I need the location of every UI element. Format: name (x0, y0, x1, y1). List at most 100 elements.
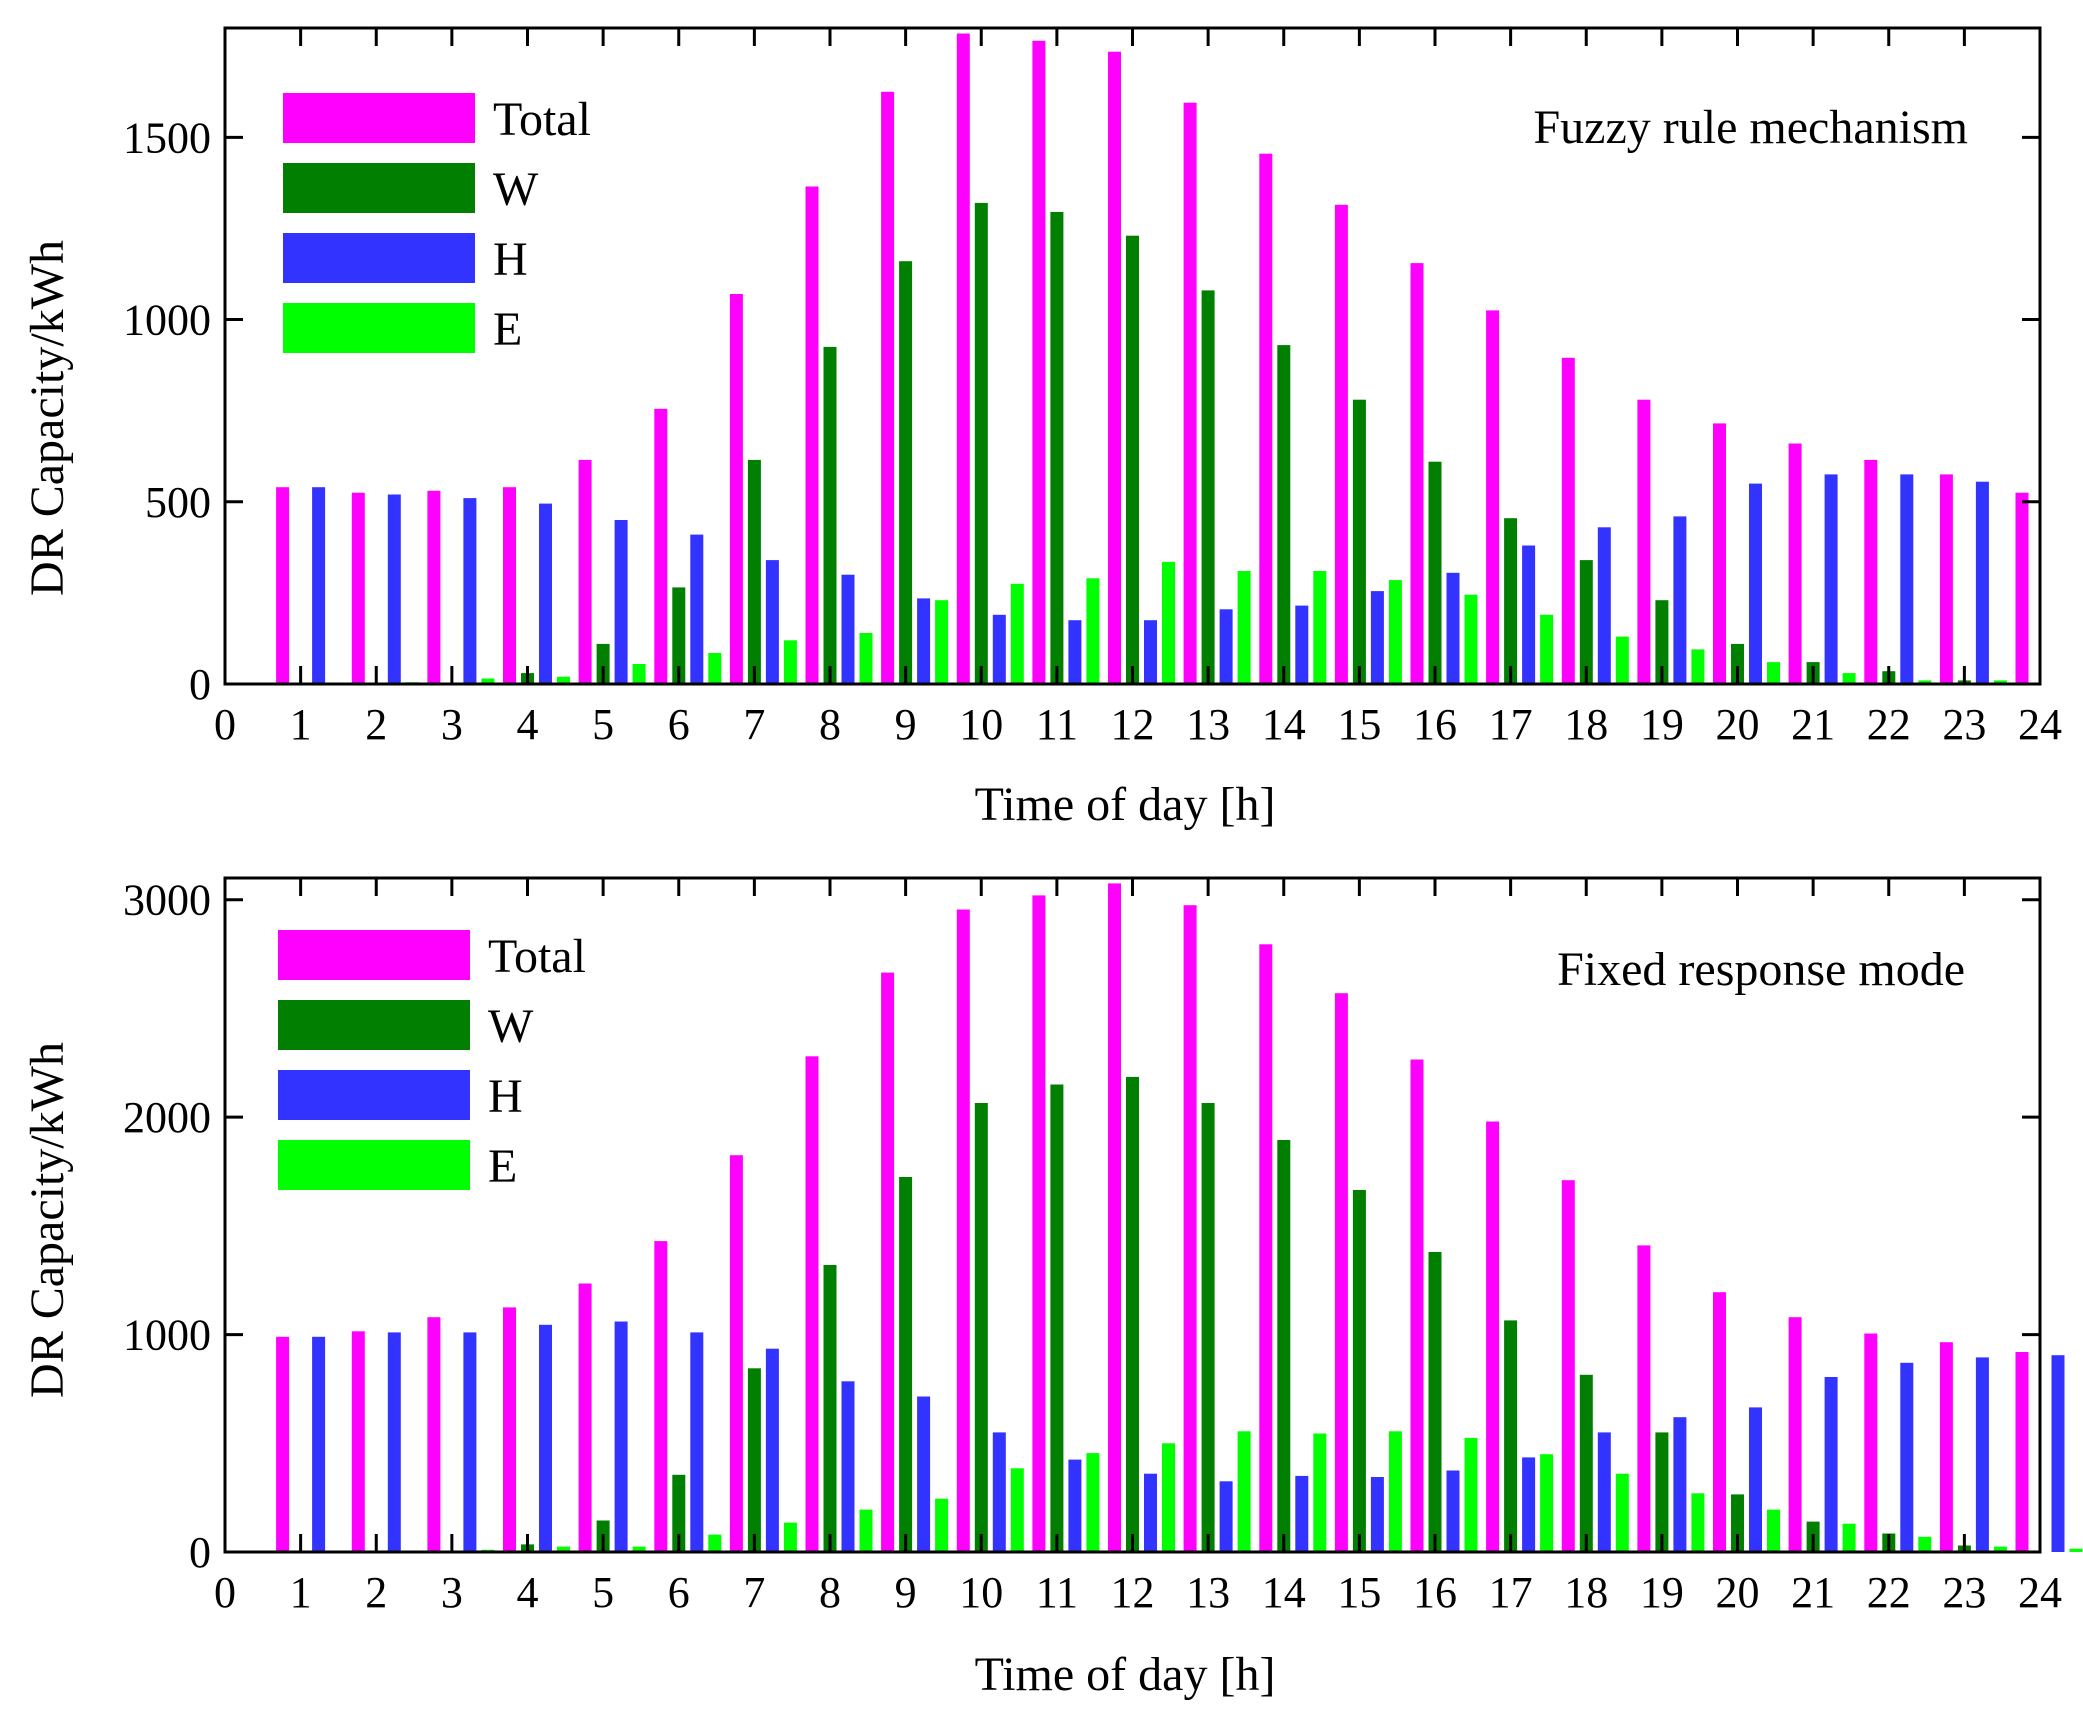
bar-total-6 (654, 1241, 668, 1552)
bar-e-10 (1010, 1468, 1024, 1552)
bar-total-22 (1864, 1333, 1878, 1552)
bar-h-17 (1522, 545, 1536, 684)
bar-total-7 (729, 1155, 743, 1552)
bar-total-9 (881, 972, 895, 1552)
x-tick-label: 13 (1186, 700, 1230, 749)
bar-e-6 (708, 1534, 722, 1552)
bar-h-22 (1900, 474, 1914, 684)
bar-total-12 (1108, 883, 1121, 1552)
bar-w-20 (1731, 1494, 1744, 1552)
bar-w-18 (1579, 1374, 1593, 1552)
x-tick-label: 10 (959, 1568, 1003, 1617)
y-tick-label: 1000 (123, 1311, 211, 1360)
bar-h-11 (1068, 1459, 1082, 1552)
bar-total-19 (1637, 1245, 1651, 1552)
bar-e-14 (1313, 571, 1327, 684)
x-tick-label: 18 (1564, 1568, 1608, 1617)
bar-total-22 (1864, 459, 1878, 684)
bar-h-1 (312, 487, 326, 684)
bar-w-10 (974, 202, 988, 684)
bar-e-9 (935, 600, 949, 684)
bar-h-14 (1295, 1475, 1309, 1552)
bar-total-11 (1032, 895, 1046, 1552)
bar-e-20 (1767, 662, 1780, 684)
bar-total-16 (1410, 263, 1424, 684)
bar-total-17 (1486, 1121, 1500, 1552)
bar-h-15 (1370, 591, 1384, 684)
bar-total-15 (1334, 993, 1348, 1552)
bar-total-23 (1939, 1342, 1953, 1552)
bar-h-24 (2051, 1355, 2065, 1552)
bar-e-17 (1540, 1454, 1554, 1552)
bar-total-20 (1713, 423, 1726, 684)
bar-total-13 (1183, 905, 1197, 1552)
bar-h-10 (992, 614, 1006, 684)
x-tick-label: 19 (1640, 1568, 1684, 1617)
bar-h-19 (1673, 516, 1687, 684)
bar-total-6 (654, 408, 668, 684)
y-tick-label: 1000 (123, 296, 211, 345)
bar-total-20 (1713, 1292, 1726, 1552)
x-tick-label: 2 (365, 1568, 387, 1617)
legend-label-h: H (493, 233, 528, 286)
bar-e-8 (859, 633, 873, 684)
bar-e-4 (557, 1546, 570, 1552)
bar-h-20 (1749, 1407, 1762, 1552)
bar-w-8 (823, 346, 837, 684)
x-tick-label: 24 (2018, 700, 2062, 749)
ticks-group-bottom: 0 1 2 3 4 5 6 7 8 9 10 11 12 13 14 15 16 17 18 19 20 21 22 23 24… (123, 876, 2062, 1617)
legend-bottom: Total W H E (278, 930, 586, 1193)
x-axis-label-top: Time of day [h] (975, 778, 1276, 831)
bar-total-9 (881, 91, 895, 685)
bar-e-16 (1464, 594, 1478, 684)
bar-total-2 (351, 1331, 365, 1552)
bar-e-13 (1237, 571, 1251, 684)
x-tick-label: 21 (1791, 1568, 1835, 1617)
bar-w-10 (974, 1103, 988, 1552)
bar-h-11 (1068, 620, 1082, 684)
legend-label-e: E (493, 303, 522, 356)
bar-total-4 (503, 1307, 516, 1552)
x-tick-label: 3 (441, 700, 463, 749)
bar-w-11 (1050, 212, 1064, 684)
legend-swatch-total (283, 93, 475, 143)
bar-total-5 (578, 459, 592, 684)
bar-total-19 (1637, 399, 1651, 684)
bar-h-9 (917, 1396, 931, 1552)
legend-label-w: W (488, 1000, 534, 1053)
bar-w-17 (1504, 518, 1518, 684)
bar-total-2 (351, 492, 365, 684)
bar-total-3 (427, 490, 441, 684)
x-tick-label: 16 (1413, 700, 1457, 749)
bar-w-12 (1126, 1076, 1139, 1552)
bar-h-7 (765, 560, 779, 684)
bar-e-9 (935, 1498, 949, 1552)
bar-e-11 (1086, 1453, 1100, 1552)
annotation-bottom: Fixed response mode (1557, 943, 1965, 996)
bar-e-15 (1388, 1431, 1402, 1552)
bar-h-23 (1975, 481, 1989, 684)
bar-e-11 (1086, 578, 1100, 684)
y-tick-label: 3000 (123, 876, 211, 925)
y-tick-label: 0 (189, 1528, 211, 1577)
legend-label-total: Total (488, 930, 586, 983)
x-tick-label: 8 (819, 1568, 841, 1617)
x-tick-label: 8 (819, 700, 841, 749)
bar-total-24 (2015, 1352, 2029, 1552)
bar-h-18 (1597, 527, 1611, 684)
x-tick-label: 17 (1489, 700, 1533, 749)
bar-w-18 (1579, 560, 1593, 684)
bar-e-12 (1162, 561, 1175, 684)
bar-h-6 (690, 1332, 704, 1552)
bar-h-10 (992, 1432, 1006, 1552)
bar-h-16 (1446, 1470, 1460, 1552)
x-tick-label: 10 (959, 700, 1003, 749)
x-tick-label: 13 (1186, 1568, 1230, 1617)
bar-w-14 (1277, 1140, 1291, 1552)
bar-e-23 (1993, 1546, 2007, 1552)
x-tick-label: 17 (1489, 1568, 1533, 1617)
bar-w-16 (1428, 461, 1442, 684)
bar-w-5 (596, 643, 610, 684)
x-tick-label: 0 (214, 700, 236, 749)
bar-total-17 (1486, 310, 1500, 684)
